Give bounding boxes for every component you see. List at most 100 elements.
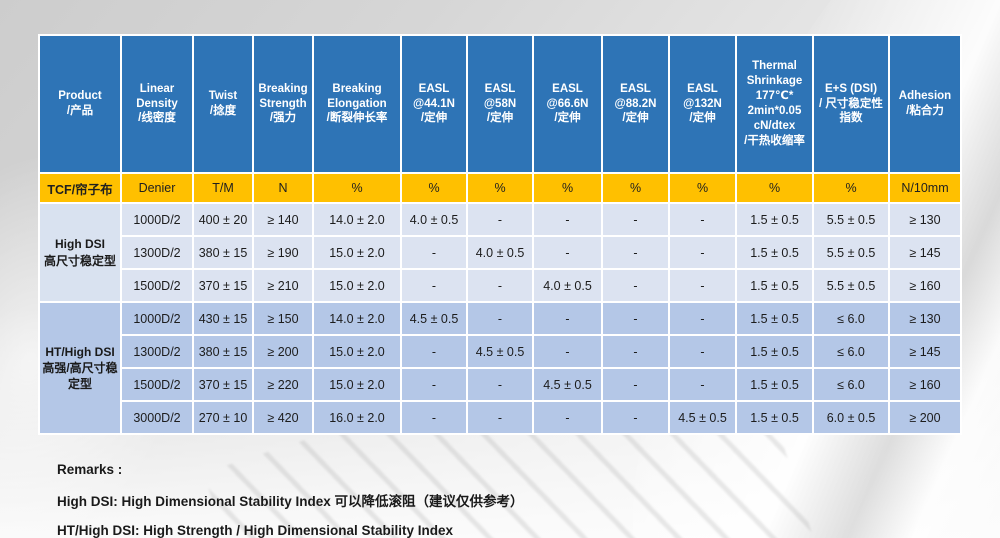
cell: 1500D/2 [122, 270, 192, 301]
col-header-easl-132n: EASL @132N /定伸 [670, 36, 735, 172]
cell: - [402, 402, 466, 433]
cell: ≥ 200 [890, 402, 960, 433]
cell: ≤ 6.0 [814, 303, 888, 334]
units-product: TCF/帘子布 [40, 174, 120, 202]
cell: - [603, 237, 668, 268]
cell: 1.5 ± 0.5 [737, 369, 812, 400]
cell: - [534, 237, 601, 268]
cell: 1500D/2 [122, 369, 192, 400]
cell: 14.0 ± 2.0 [314, 303, 400, 334]
cell: - [603, 204, 668, 235]
cell: ≥ 220 [254, 369, 312, 400]
col-header-twist: Twist /捻度 [194, 36, 252, 172]
cell: 16.0 ± 2.0 [314, 402, 400, 433]
cell: - [468, 303, 532, 334]
table-row: 1500D/2 370 ± 15 ≥ 220 15.0 ± 2.0 - - 4.… [40, 369, 960, 400]
col-header-easl-66-6n: EASL @66.6N /定伸 [534, 36, 601, 172]
group-label-high-dsi: High DSI 高尺寸稳定型 [40, 204, 120, 301]
cell: 4.0 ± 0.5 [534, 270, 601, 301]
units-adhesion: N/10mm [890, 174, 960, 202]
cell: - [468, 270, 532, 301]
cell: ≥ 130 [890, 204, 960, 235]
cell: 1300D/2 [122, 336, 192, 367]
cell: 4.0 ± 0.5 [402, 204, 466, 235]
cell: 1.5 ± 0.5 [737, 204, 812, 235]
table-row: 1500D/2 370 ± 15 ≥ 210 15.0 ± 2.0 - - 4.… [40, 270, 960, 301]
cell: ≥ 130 [890, 303, 960, 334]
cell: - [603, 336, 668, 367]
remarks-block: Remarks : High DSI: High Dimensional Sta… [57, 462, 524, 538]
cell: - [670, 237, 735, 268]
cell: 4.0 ± 0.5 [468, 237, 532, 268]
col-header-easl-88-2n: EASL @88.2N /定伸 [603, 36, 668, 172]
units-easl-58n: % [468, 174, 532, 202]
cell: 380 ± 15 [194, 237, 252, 268]
table-row: 1300D/2 380 ± 15 ≥ 200 15.0 ± 2.0 - 4.5 … [40, 336, 960, 367]
col-header-easl-44-1n: EASL @44.1N /定伸 [402, 36, 466, 172]
cell: - [402, 237, 466, 268]
cell: ≥ 145 [890, 237, 960, 268]
spec-sheet: Product /产品 Linear Density /线密度 Twist /捻… [38, 34, 962, 435]
table-row: High DSI 高尺寸稳定型 1000D/2 400 ± 20 ≥ 140 1… [40, 204, 960, 301]
cell: ≥ 150 [254, 303, 312, 334]
cell: 1.5 ± 0.5 [737, 402, 812, 433]
cell: - [603, 303, 668, 334]
col-header-breaking-strength: Breaking Strength /强力 [254, 36, 312, 172]
cell: 1.5 ± 0.5 [737, 237, 812, 268]
cell: 1.5 ± 0.5 [737, 336, 812, 367]
cell: - [670, 369, 735, 400]
cell: - [402, 369, 466, 400]
cell: 370 ± 15 [194, 369, 252, 400]
group-label-ht-high-dsi: HT/High DSI 高强/高尺寸稳定型 [40, 303, 120, 433]
cell: 3000D/2 [122, 402, 192, 433]
cell: 380 ± 15 [194, 336, 252, 367]
cell: 400 ± 20 [194, 204, 252, 235]
units-thermal: % [737, 174, 812, 202]
cell: - [534, 204, 601, 235]
cell: ≥ 140 [254, 204, 312, 235]
cell: 15.0 ± 2.0 [314, 237, 400, 268]
header-row: Product /产品 Linear Density /线密度 Twist /捻… [40, 36, 960, 172]
col-header-es-dsi: E+S (DSI) / 尺寸稳定性指数 [814, 36, 888, 172]
cell: ≤ 6.0 [814, 369, 888, 400]
cell: - [670, 204, 735, 235]
cell: ≥ 210 [254, 270, 312, 301]
col-header-linear-density: Linear Density /线密度 [122, 36, 192, 172]
table-row: HT/High DSI 高强/高尺寸稳定型 1000D/2 430 ± 15 ≥… [40, 303, 960, 433]
cell: 370 ± 15 [194, 270, 252, 301]
cell: 15.0 ± 2.0 [314, 270, 400, 301]
units-elongation: % [314, 174, 400, 202]
remarks-line-ht-high-dsi: HT/High DSI: High Strength / High Dimens… [57, 523, 454, 538]
cell: 4.5 ± 0.5 [670, 402, 735, 433]
remarks-line-high-dsi: High DSI: High Dimensional Stability Ind… [57, 494, 524, 509]
cell: ≥ 420 [254, 402, 312, 433]
remarks-title: Remarks : [57, 462, 123, 477]
col-header-thermal-shrinkage: Thermal Shrinkage 177℃* 2min*0.05 cN/dte… [737, 36, 812, 172]
table-row: 1300D/2 380 ± 15 ≥ 190 15.0 ± 2.0 - 4.0 … [40, 237, 960, 268]
cell: ≥ 200 [254, 336, 312, 367]
cell: - [468, 204, 532, 235]
cell: - [534, 402, 601, 433]
cell: - [468, 402, 532, 433]
cell: - [534, 303, 601, 334]
col-header-product: Product /产品 [40, 36, 120, 172]
table-row: 3000D/2 270 ± 10 ≥ 420 16.0 ± 2.0 - - - … [40, 402, 960, 433]
cell: 1.5 ± 0.5 [737, 270, 812, 301]
units-easl-44-1n: % [402, 174, 466, 202]
cell: - [670, 303, 735, 334]
cell: 5.5 ± 0.5 [814, 237, 888, 268]
cell: - [603, 270, 668, 301]
col-header-breaking-elongation: Breaking Elongation /断裂伸长率 [314, 36, 400, 172]
cell: ≤ 6.0 [814, 336, 888, 367]
cell: 14.0 ± 2.0 [314, 204, 400, 235]
cell: 5.5 ± 0.5 [814, 204, 888, 235]
units-easl-132n: % [670, 174, 735, 202]
cell: ≥ 190 [254, 237, 312, 268]
cell: 5.5 ± 0.5 [814, 270, 888, 301]
col-header-easl-58n: EASL @58N /定伸 [468, 36, 532, 172]
cell: - [468, 369, 532, 400]
cell: 4.5 ± 0.5 [534, 369, 601, 400]
units-es-dsi: % [814, 174, 888, 202]
units-twist: T/M [194, 174, 252, 202]
cell: 4.5 ± 0.5 [402, 303, 466, 334]
